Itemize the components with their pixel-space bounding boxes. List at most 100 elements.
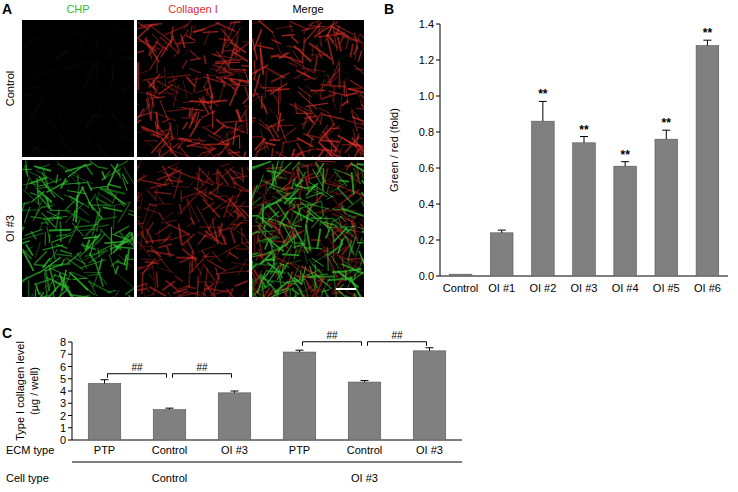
fiber <box>297 166 304 176</box>
fiber <box>85 164 93 175</box>
fiber <box>242 109 247 118</box>
error-cap <box>231 391 239 392</box>
fiber <box>341 208 364 216</box>
fiber <box>252 118 256 121</box>
fiber <box>22 37 36 52</box>
fiber <box>42 213 56 228</box>
fiber <box>340 90 354 94</box>
fiber <box>318 33 345 37</box>
fiber <box>332 209 341 210</box>
fiber <box>310 27 319 34</box>
micrograph <box>22 160 134 297</box>
row-label: ECM type <box>6 444 54 456</box>
fiber <box>232 215 239 229</box>
fiber <box>199 193 207 201</box>
fiber <box>355 69 364 72</box>
fiber <box>199 98 208 114</box>
fiber <box>265 70 266 98</box>
fiber <box>128 214 134 217</box>
comparison-label: ## <box>196 362 208 373</box>
fiber <box>83 204 90 209</box>
fiber <box>243 220 249 222</box>
fiber <box>299 201 322 209</box>
fiber <box>302 64 309 74</box>
fiber <box>75 258 86 264</box>
fiber <box>336 51 354 62</box>
x-tick-label: PTP <box>94 444 115 456</box>
fiber <box>361 240 364 248</box>
fiber <box>256 292 266 297</box>
fiber <box>84 287 95 295</box>
y-tick <box>436 24 440 25</box>
x-tick-label: OI #6 <box>694 282 721 294</box>
fiber <box>143 77 165 81</box>
fiber <box>252 136 262 137</box>
fiber <box>252 164 264 173</box>
fiber <box>137 51 144 57</box>
fiber <box>83 249 106 261</box>
fiber <box>183 20 191 30</box>
fiber <box>340 236 345 243</box>
fiber <box>300 143 310 157</box>
fiber <box>194 188 213 200</box>
x-tick-label: OI #4 <box>612 282 639 294</box>
fiber <box>337 187 352 204</box>
y-tick <box>68 366 72 367</box>
fiber <box>320 74 335 77</box>
fiber <box>348 269 361 271</box>
fiber <box>284 188 296 189</box>
fiber <box>313 189 327 197</box>
fiber <box>333 26 337 51</box>
fiber <box>90 253 95 262</box>
fiber <box>57 164 77 174</box>
y-tick <box>68 403 72 404</box>
fiber <box>252 253 258 258</box>
fiber <box>137 120 141 126</box>
fiber <box>254 237 256 254</box>
fiber <box>111 260 119 267</box>
fiber <box>41 295 50 297</box>
fiber <box>228 198 246 219</box>
fiber <box>324 156 336 157</box>
fiber <box>145 262 159 264</box>
fiber <box>318 288 324 297</box>
fiber <box>290 193 291 202</box>
error-bar <box>542 101 543 121</box>
fiber <box>171 186 188 188</box>
fiber <box>83 237 98 239</box>
fiber <box>189 68 200 73</box>
fiber <box>321 201 323 215</box>
fiber <box>199 168 214 184</box>
x-tick-label: Control <box>347 444 382 456</box>
fiber <box>130 237 134 242</box>
fiber <box>190 25 192 37</box>
fiber <box>187 143 200 147</box>
fiber <box>142 128 149 132</box>
fiber <box>338 290 348 297</box>
fiber <box>201 192 211 195</box>
fiber <box>342 71 352 77</box>
fiber <box>272 196 295 208</box>
fiber <box>128 210 134 215</box>
fiber <box>141 259 150 260</box>
fiber <box>244 106 249 111</box>
fiber <box>157 267 175 274</box>
fiber <box>345 271 347 282</box>
fiber <box>111 62 114 87</box>
fiber <box>304 107 312 112</box>
fiber <box>340 216 346 222</box>
fiber <box>304 156 313 157</box>
fiber <box>329 269 346 278</box>
x-tick-label: OI #2 <box>529 282 556 294</box>
fiber <box>274 152 280 157</box>
fiber <box>41 206 52 208</box>
fiber <box>88 281 112 293</box>
fiber <box>46 181 68 193</box>
bar <box>449 274 472 276</box>
fiber <box>35 242 40 258</box>
fiber <box>52 235 71 242</box>
fiber <box>175 276 183 282</box>
fiber <box>168 78 177 83</box>
fiber <box>347 153 349 157</box>
fiber <box>358 227 364 230</box>
